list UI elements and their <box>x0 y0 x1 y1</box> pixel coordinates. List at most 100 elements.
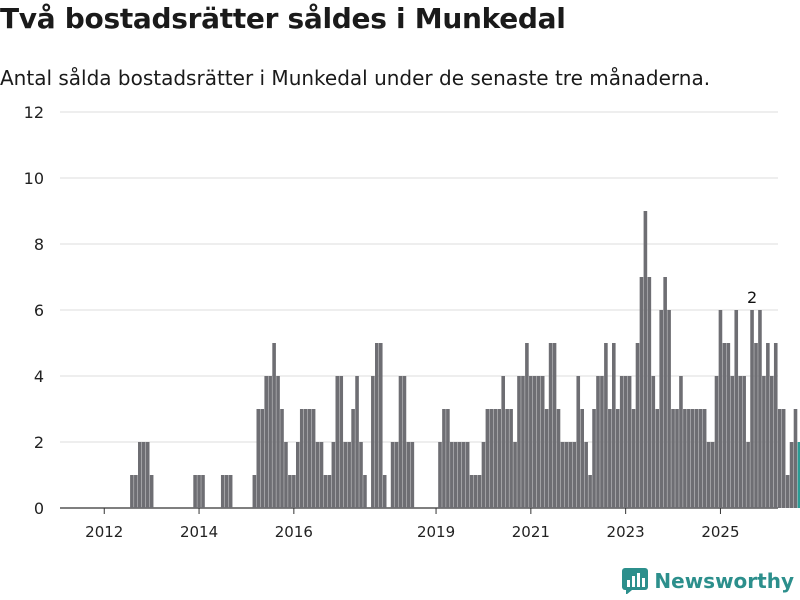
y-tick-label: 8 <box>34 235 44 254</box>
bar-chart-logo-icon <box>622 568 649 594</box>
bar <box>781 409 786 508</box>
bar <box>149 475 154 508</box>
bar <box>789 442 794 508</box>
bar <box>604 343 608 508</box>
bar <box>461 442 466 508</box>
bar <box>742 376 746 508</box>
bar <box>592 409 596 508</box>
bar <box>303 409 308 508</box>
bar <box>268 376 272 508</box>
bar <box>193 475 197 508</box>
bar <box>457 442 462 508</box>
bar <box>770 376 774 508</box>
bar <box>256 409 261 508</box>
bar <box>477 475 482 508</box>
x-tick-label: 2019 <box>417 523 455 541</box>
bars <box>130 211 800 508</box>
bar <box>311 409 316 508</box>
bar <box>469 475 474 508</box>
bar <box>584 442 588 508</box>
bar <box>493 409 498 508</box>
bar <box>612 343 616 508</box>
x-axis: 2012 2014 2016 2019 2021 2023 2025 <box>85 508 740 541</box>
bar <box>378 343 383 508</box>
bar <box>619 376 624 508</box>
x-tick-label: 2012 <box>85 523 123 541</box>
y-tick-label: 0 <box>34 499 44 518</box>
bar <box>497 409 502 508</box>
y-tick-label: 10 <box>24 169 44 188</box>
bar <box>442 409 446 508</box>
bar <box>406 442 411 508</box>
bar <box>600 376 604 508</box>
bar <box>683 409 687 508</box>
bar <box>201 475 205 508</box>
brand-name: Newsworthy <box>654 569 794 593</box>
bar <box>726 343 731 508</box>
bar <box>643 211 648 508</box>
bar <box>402 376 407 508</box>
bar <box>706 442 711 508</box>
bar <box>687 409 691 508</box>
x-tick-label: 2016 <box>275 523 313 541</box>
bar <box>785 475 790 508</box>
bar <box>331 442 336 508</box>
bar <box>327 475 332 508</box>
bar <box>525 343 529 508</box>
x-tick-label: 2014 <box>180 523 218 541</box>
bar <box>299 409 304 508</box>
bar <box>264 376 268 508</box>
bar <box>375 343 379 508</box>
bar <box>473 475 478 508</box>
bar <box>145 442 150 508</box>
bar <box>730 376 735 508</box>
bar <box>485 409 490 508</box>
bar <box>438 442 442 508</box>
y-tick-label: 4 <box>34 367 44 386</box>
bar <box>335 376 340 508</box>
bar <box>608 409 612 508</box>
x-tick-label: 2023 <box>607 523 645 541</box>
bar <box>698 409 703 508</box>
bar <box>529 376 533 508</box>
bar <box>220 475 225 508</box>
bar <box>572 442 577 508</box>
bar <box>651 376 656 508</box>
bar <box>351 409 355 508</box>
bar <box>501 376 505 508</box>
bar <box>347 442 351 508</box>
bar <box>280 409 284 508</box>
bar <box>410 442 415 508</box>
bar <box>394 442 399 508</box>
y-tick-label: 6 <box>34 301 44 320</box>
bar <box>359 442 363 508</box>
chart-title: Två bostadsrätter såldes i Munkedal <box>0 2 566 35</box>
bar <box>568 442 573 508</box>
bar <box>544 409 549 508</box>
bar <box>134 475 138 508</box>
bar <box>509 409 513 508</box>
bar <box>734 310 739 508</box>
bar <box>454 442 458 508</box>
bar <box>197 475 201 508</box>
bar <box>319 442 324 508</box>
bar <box>296 442 300 508</box>
bar <box>647 277 652 508</box>
bar <box>722 343 727 508</box>
bar <box>615 409 620 508</box>
bar <box>228 475 233 508</box>
bar <box>284 442 288 508</box>
bar <box>363 475 367 508</box>
bar <box>627 376 632 508</box>
bar <box>671 409 675 508</box>
bar <box>548 343 553 508</box>
bar <box>141 442 146 508</box>
bar <box>564 442 569 508</box>
bar <box>639 277 644 508</box>
bar <box>521 376 525 508</box>
bar <box>540 376 545 508</box>
bar <box>750 310 754 508</box>
bar <box>276 376 280 508</box>
bar <box>398 376 403 508</box>
